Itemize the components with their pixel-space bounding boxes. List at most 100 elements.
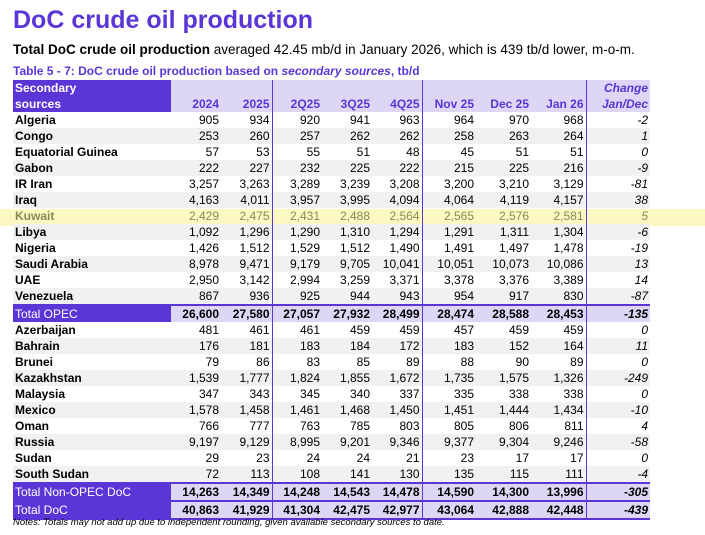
cell-value: 72 bbox=[171, 466, 221, 483]
table-row: Algeria 905 934 920 941 963 964 970 968 -2 bbox=[13, 112, 650, 128]
cell-value: 905 bbox=[198, 113, 219, 127]
cell-change: -6 bbox=[586, 224, 650, 240]
row-label: Mexico bbox=[13, 402, 171, 418]
table-row: Oman 766 777 763 785 803 805 806 811 4 bbox=[13, 418, 650, 434]
row-label: Gabon bbox=[13, 160, 171, 176]
cell-change: -439 bbox=[586, 500, 650, 520]
cell-value: 45 bbox=[460, 145, 474, 159]
cell-value: 257 bbox=[272, 128, 322, 144]
cell-value: 481 bbox=[198, 323, 219, 337]
cell-value: 459 bbox=[531, 322, 587, 338]
cell-value: 14,590 bbox=[422, 482, 476, 501]
cell-value: 1,450 bbox=[372, 402, 423, 418]
row-label: Azerbaijan bbox=[15, 323, 76, 337]
cell-value: 459 bbox=[508, 323, 529, 337]
cell-value: 51 bbox=[356, 145, 370, 159]
cell-value: 9,304 bbox=[476, 434, 531, 450]
cell-change: -81 bbox=[630, 177, 648, 191]
cell-value: 9,705 bbox=[322, 256, 372, 272]
cell-value: 29 bbox=[205, 451, 219, 465]
table-row: Total Non-OPEC DoC 14,263 14,349 14,248 14,5… bbox=[13, 482, 650, 501]
table-row: Brunei 79 86 83 85 89 88 90 89 0 bbox=[13, 354, 650, 370]
cell-change: 4 bbox=[641, 419, 648, 433]
cell-value: 1,575 bbox=[476, 370, 531, 386]
cell-value: 1,735 bbox=[422, 370, 476, 386]
cell-value: 811 bbox=[531, 418, 587, 434]
cell-value: 1,490 bbox=[372, 240, 423, 256]
subtitle-bold: Total DoC crude oil production bbox=[13, 42, 210, 57]
cell-value: 936 bbox=[221, 288, 273, 305]
table-note: Notes: Totals may not add up due to inde… bbox=[13, 517, 445, 528]
cell-value: 2,431 bbox=[289, 209, 320, 223]
cell-value: 335 bbox=[453, 387, 474, 401]
cell-value: 2,576 bbox=[498, 209, 529, 223]
cell-value: 40,863 bbox=[171, 500, 221, 520]
cell-value: 3,289 bbox=[289, 177, 320, 191]
cell-value: 263 bbox=[476, 128, 531, 144]
cell-value: 917 bbox=[476, 288, 531, 305]
cell-value: 1,304 bbox=[531, 224, 587, 240]
cell-value: 28,499 bbox=[372, 304, 423, 322]
page-title: DoC crude oil production bbox=[13, 6, 313, 34]
cell-value: 4,011 bbox=[221, 192, 273, 208]
production-table: Secondary sources 2024 2025 2Q25 3Q25 4Q25 Nov … bbox=[13, 80, 650, 520]
cell-value: 181 bbox=[221, 338, 273, 354]
cell-value: 943 bbox=[372, 288, 423, 305]
kuwait-highlight bbox=[0, 209, 705, 226]
cell-change: -19 bbox=[630, 241, 648, 255]
cell-value: 41,304 bbox=[272, 500, 322, 520]
cell-value: 2,475 bbox=[221, 208, 273, 224]
cell-value: 3,129 bbox=[531, 176, 587, 192]
cell-change: -249 bbox=[586, 370, 650, 386]
cell-change: 38 bbox=[586, 192, 650, 208]
cell-value: 1,310 bbox=[322, 224, 372, 240]
cell-change: 13 bbox=[586, 256, 650, 272]
cell-value: 14,478 bbox=[372, 482, 423, 501]
cell-value: 345 bbox=[299, 387, 320, 401]
table-row: Iraq 4,163 4,011 3,957 3,995 4,094 4,064 4,119 4… bbox=[13, 192, 650, 208]
cell-value: 26,600 bbox=[171, 304, 221, 322]
cell-value: 459 bbox=[349, 323, 370, 337]
cell-value: 3,142 bbox=[221, 272, 273, 288]
cell-value: 2,488 bbox=[339, 209, 370, 223]
cell-change: 1 bbox=[586, 128, 650, 144]
cell-value: 457 bbox=[453, 323, 474, 337]
table-row: Gabon 222 227 232 225 222 215 225 216 -9 bbox=[13, 160, 650, 176]
cell-value: 830 bbox=[531, 288, 587, 305]
cell-value: 8,978 bbox=[171, 256, 221, 272]
cell-value: 9,377 bbox=[422, 434, 476, 450]
column-header: 2025 bbox=[221, 80, 273, 112]
table-row: Kazakhstan 1,539 1,777 1,824 1,855 1,672 1,735… bbox=[13, 370, 650, 386]
cell-value: 9,246 bbox=[531, 434, 587, 450]
subtitle-rest: averaged 42.45 mb/d in January 2026, whi… bbox=[210, 42, 635, 57]
cell-value: 3,200 bbox=[443, 177, 474, 191]
cell-value: 88 bbox=[460, 355, 474, 369]
row-label: UAE bbox=[15, 273, 41, 287]
cell-value: 944 bbox=[322, 288, 372, 305]
cell-value: 3,389 bbox=[531, 272, 587, 288]
header-row: Secondary sources 2024 2025 2Q25 3Q25 4Q25 Nov … bbox=[13, 80, 650, 112]
table-row: IR Iran 3,257 3,263 3,289 3,239 3,208 3,200 3,2… bbox=[13, 176, 650, 192]
cell-value: 1,444 bbox=[476, 402, 531, 418]
table-row: Equatorial Guinea 57 53 55 51 48 45 51 51 0 bbox=[13, 144, 650, 160]
cell-value: 3,263 bbox=[221, 176, 273, 192]
table-row: Bahrain 176 181 183 184 172 183 152 164 11 bbox=[13, 338, 650, 354]
cell-value: 253 bbox=[171, 128, 221, 144]
table-row: Kuwait 2,429 2,475 2,431 2,488 2,564 2,565 2,57… bbox=[13, 208, 650, 224]
cell-value: 941 bbox=[349, 113, 370, 127]
cell-value: 27,580 bbox=[221, 304, 273, 322]
cell-value: 83 bbox=[306, 355, 320, 369]
cell-value: 3,257 bbox=[188, 177, 219, 191]
cell-value: 1,296 bbox=[221, 224, 273, 240]
row-label: Kuwait bbox=[15, 209, 55, 223]
header-change-period: Jan/Dec bbox=[586, 96, 650, 112]
cell-value: 130 bbox=[372, 466, 423, 483]
cell-value: 4,157 bbox=[531, 192, 587, 208]
cell-value: 968 bbox=[531, 112, 587, 128]
cell-value: 184 bbox=[322, 338, 372, 354]
cell-value: 3,957 bbox=[272, 192, 322, 208]
column-header: 2Q25 bbox=[272, 80, 322, 112]
cell-value: 10,041 bbox=[372, 256, 423, 272]
cell-value: 260 bbox=[221, 128, 273, 144]
table-row: Saudi Arabia 8,978 9,471 9,179 9,705 10,041 10… bbox=[13, 256, 650, 272]
